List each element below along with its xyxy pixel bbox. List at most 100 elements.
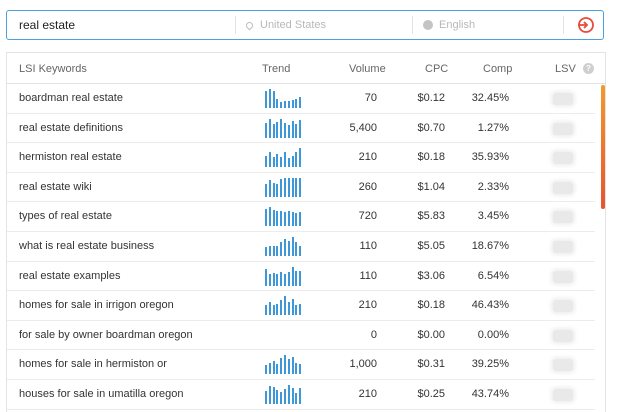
trend-bar — [268, 152, 271, 168]
trend-bar — [268, 273, 271, 286]
trend-bar — [280, 157, 283, 168]
keyword-cell[interactable]: boardman real estate — [19, 92, 123, 104]
trend-bar — [291, 299, 294, 316]
table-row[interactable]: real estate examples 110 $3.06 6.54% — [7, 262, 595, 292]
keyword-cell[interactable]: types of real estate — [19, 210, 112, 223]
lsv-blurred-value[interactable] — [553, 300, 573, 313]
table-row[interactable]: houses for sale in umatilla oregon 210 $0.… — [7, 380, 595, 410]
trend-bar — [265, 209, 267, 227]
volume-cell: 210 — [358, 299, 377, 312]
trend-bar — [265, 156, 267, 168]
volume-cell: 70 — [364, 92, 377, 104]
keyword-cell[interactable]: houses for sale in umatilla oregon — [19, 388, 184, 400]
keyword-cell[interactable]: hermiston real estate — [19, 151, 122, 164]
lsv-blurred-value[interactable] — [553, 389, 573, 401]
comp-cell: 32.45% — [471, 92, 509, 104]
volume-cell: 210 — [358, 151, 377, 164]
table-row[interactable]: what is real estate business 110 $5.05 18.6… — [7, 232, 595, 262]
lsv-blurred-value[interactable] — [553, 270, 573, 283]
trend-bar — [284, 212, 286, 227]
keyword-cell[interactable]: real estate examples — [19, 269, 121, 282]
table-row[interactable]: types of real estate 720 $5.83 3.45% — [7, 202, 595, 232]
trend-bar — [272, 387, 275, 404]
keyword-cell[interactable]: homes for sale in hermiston or — [19, 358, 167, 371]
location-select[interactable]: United States — [236, 11, 412, 39]
trend-bar — [276, 364, 279, 375]
trend-bar — [265, 247, 267, 256]
language-select[interactable]: English — [413, 11, 563, 39]
header-cpc[interactable]: CPC — [425, 63, 449, 75]
keywords-table: LSI Keywords Trend Volume CPC Comp LSV ?… — [6, 52, 606, 412]
trend-bar — [295, 213, 298, 227]
lsv-blurred-value[interactable] — [553, 329, 573, 342]
keyword-cell[interactable]: real estate definitions — [19, 121, 123, 134]
trend-bar — [280, 358, 283, 375]
search-input[interactable] — [7, 12, 235, 38]
trend-bar — [287, 101, 290, 108]
cpc-cell: $5.83 — [417, 210, 445, 223]
lsv-blurred-value[interactable] — [553, 152, 573, 165]
header-trend[interactable]: Trend — [262, 63, 291, 75]
volume-cell: 210 — [358, 388, 377, 400]
trend-bar — [272, 210, 275, 227]
trend-bar — [287, 359, 290, 375]
trend-bar — [280, 211, 283, 227]
lsv-blurred-value[interactable] — [553, 211, 573, 224]
trend-bar — [299, 119, 302, 138]
trend-bar — [295, 177, 298, 197]
header-lsv[interactable]: LSV — [555, 63, 576, 75]
trend-bar — [284, 296, 286, 316]
comp-cell: 46.43% — [471, 299, 509, 312]
trend-sparkline — [265, 232, 305, 261]
table-row[interactable]: boardman real estate 70 $0.12 32.45% — [7, 84, 595, 114]
globe-icon — [423, 20, 433, 30]
search-divider — [235, 16, 236, 34]
cpc-cell: $0.25 — [417, 388, 445, 400]
trend-bar — [268, 89, 271, 108]
trend-bar — [265, 183, 267, 197]
location-pin-icon — [244, 20, 255, 30]
trend-bar — [280, 242, 283, 256]
header-comp[interactable]: Comp — [483, 63, 513, 75]
header-keywords[interactable]: LSI Keywords — [19, 63, 87, 75]
header-volume[interactable]: Volume — [349, 63, 386, 75]
scrollbar[interactable] — [601, 85, 605, 209]
search-submit-button[interactable] — [567, 11, 603, 39]
comp-cell: 6.54% — [477, 269, 509, 282]
trend-bar — [276, 121, 279, 138]
trend-bar — [299, 148, 302, 168]
cpc-cell: $0.18 — [417, 151, 445, 164]
lsv-blurred-value[interactable] — [553, 241, 573, 253]
table-row[interactable]: real estate wiki 260 $1.04 2.33% — [7, 173, 595, 203]
keyword-cell[interactable]: homes for sale in irrigon oregon — [19, 299, 174, 312]
trend-bar — [287, 302, 290, 316]
trend-bar — [276, 211, 279, 227]
lsv-blurred-value[interactable] — [553, 181, 573, 194]
cpc-cell: $0.12 — [417, 92, 445, 104]
trend-sparkline — [265, 114, 305, 143]
table-row[interactable]: real estate definitions 5,400 $0.70 1.27% — [7, 114, 595, 144]
trend-bar — [284, 101, 286, 108]
trend-bar — [299, 97, 302, 108]
lsv-blurred-value[interactable] — [553, 359, 573, 372]
table-row[interactable]: for sale by owner boardman oregon 0 $0.00 0… — [7, 321, 595, 351]
table-row[interactable]: homes for sale in irrigon oregon 210 $0.18… — [7, 291, 595, 321]
cpc-cell: $3.06 — [417, 269, 445, 282]
info-icon[interactable]: ? — [583, 63, 594, 74]
cpc-cell: $1.04 — [417, 180, 445, 193]
trend-bar — [265, 91, 267, 108]
trend-bar — [272, 91, 275, 108]
keyword-cell[interactable]: for sale by owner boardman oregon — [19, 328, 193, 341]
trend-bar — [295, 305, 298, 316]
volume-cell: 110 — [359, 269, 377, 282]
keyword-cell[interactable]: real estate wiki — [19, 180, 92, 193]
trend-bar — [287, 271, 290, 286]
trend-bar — [295, 242, 298, 256]
lsv-blurred-value[interactable] — [553, 93, 573, 105]
language-placeholder: English — [439, 19, 476, 31]
table-row[interactable]: hermiston real estate 210 $0.18 35.93% — [7, 143, 595, 173]
trend-bar — [272, 246, 275, 256]
table-row[interactable]: homes for sale in hermiston or 1,000 $0.31… — [7, 350, 595, 380]
lsv-blurred-value[interactable] — [553, 122, 573, 135]
keyword-cell[interactable]: what is real estate business — [19, 240, 155, 252]
